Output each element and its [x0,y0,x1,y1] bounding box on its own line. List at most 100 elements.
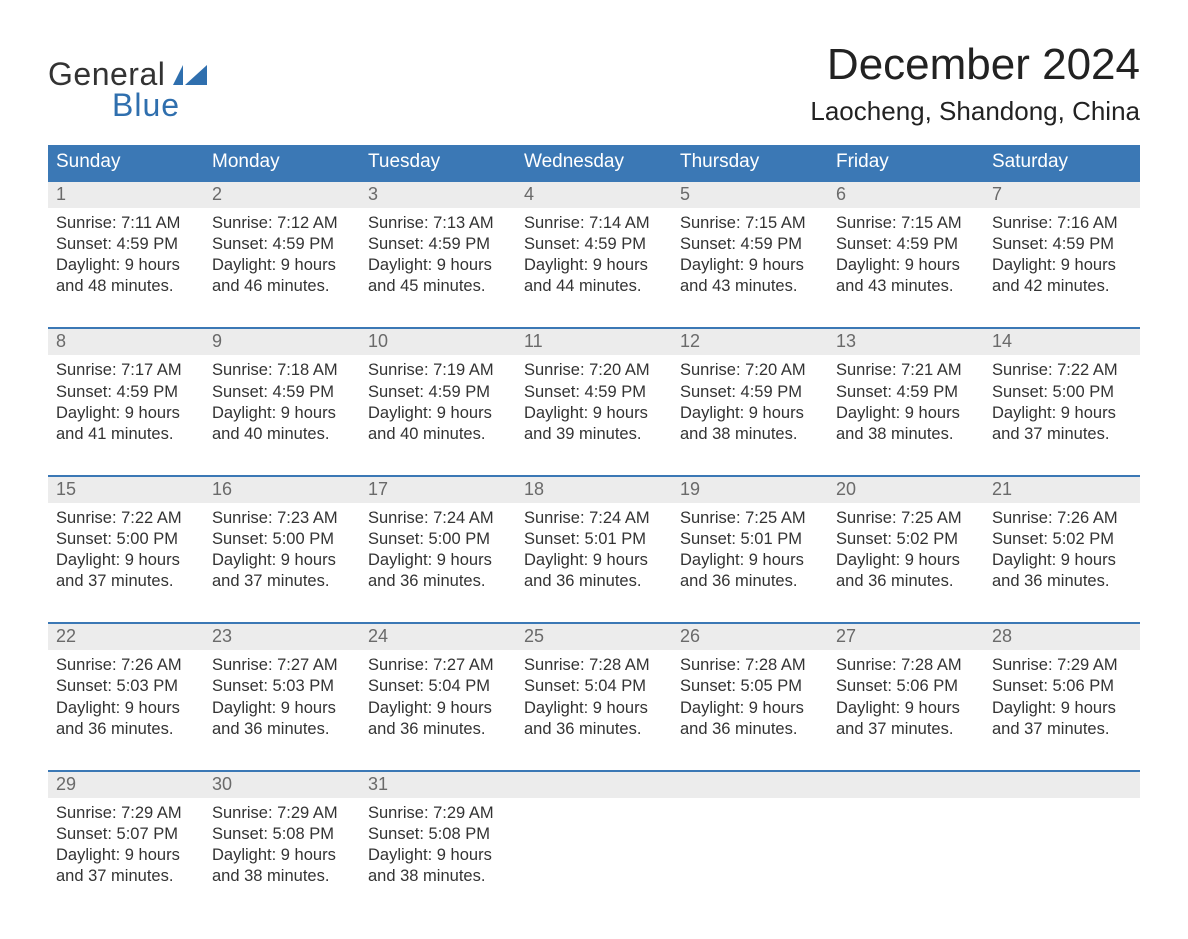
day-header-friday: Friday [828,145,984,180]
day-number: 22 [48,624,204,650]
daylight-line-1: Daylight: 9 hours [212,550,352,571]
daylight-line-1: Daylight: 9 hours [368,698,508,719]
day-cell [984,798,1140,891]
day-cell: Sunrise: 7:29 AMSunset: 5:06 PMDaylight:… [984,650,1140,743]
day-cell: Sunrise: 7:21 AMSunset: 4:59 PMDaylight:… [828,355,984,448]
daylight-line-2: and 38 minutes. [368,866,508,887]
day-cell: Sunrise: 7:15 AMSunset: 4:59 PMDaylight:… [672,208,828,301]
sunset-line: Sunset: 5:00 PM [368,529,508,550]
daylight-line-2: and 36 minutes. [680,571,820,592]
day-cell: Sunrise: 7:14 AMSunset: 4:59 PMDaylight:… [516,208,672,301]
daylight-line-1: Daylight: 9 hours [368,845,508,866]
sunset-line: Sunset: 5:02 PM [836,529,976,550]
logo-flag-icon [173,65,207,85]
daylight-line-2: and 38 minutes. [836,424,976,445]
day-number: 8 [48,329,204,355]
day-number: 3 [360,182,516,208]
daylight-line-2: and 38 minutes. [680,424,820,445]
daylight-line-1: Daylight: 9 hours [212,698,352,719]
daylight-line-2: and 37 minutes. [212,571,352,592]
sunrise-line: Sunrise: 7:15 AM [680,213,820,234]
day-number: 12 [672,329,828,355]
day-number: 9 [204,329,360,355]
daylight-line-1: Daylight: 9 hours [992,255,1132,276]
day-number [828,772,984,798]
day-header-monday: Monday [204,145,360,180]
calendar-week: 1234567Sunrise: 7:11 AMSunset: 4:59 PMDa… [48,180,1140,301]
day-number: 19 [672,477,828,503]
daylight-line-2: and 36 minutes. [368,719,508,740]
day-number: 31 [360,772,516,798]
daylight-line-2: and 37 minutes. [992,719,1132,740]
day-number: 25 [516,624,672,650]
daylight-line-2: and 43 minutes. [680,276,820,297]
sunrise-line: Sunrise: 7:19 AM [368,360,508,381]
daylight-line-2: and 37 minutes. [56,866,196,887]
day-cell: Sunrise: 7:23 AMSunset: 5:00 PMDaylight:… [204,503,360,596]
calendar-week: 22232425262728Sunrise: 7:26 AMSunset: 5:… [48,622,1140,743]
day-cell: Sunrise: 7:26 AMSunset: 5:03 PMDaylight:… [48,650,204,743]
sunset-line: Sunset: 4:59 PM [680,382,820,403]
day-cell: Sunrise: 7:29 AMSunset: 5:08 PMDaylight:… [204,798,360,891]
sunset-line: Sunset: 4:59 PM [524,382,664,403]
daylight-line-1: Daylight: 9 hours [992,698,1132,719]
daylight-line-2: and 41 minutes. [56,424,196,445]
sunrise-line: Sunrise: 7:21 AM [836,360,976,381]
day-number: 17 [360,477,516,503]
day-cell: Sunrise: 7:24 AMSunset: 5:00 PMDaylight:… [360,503,516,596]
day-cell [828,798,984,891]
titles: December 2024 Laocheng, Shandong, China [810,40,1140,127]
day-header-wednesday: Wednesday [516,145,672,180]
sunset-line: Sunset: 5:00 PM [56,529,196,550]
day-cell: Sunrise: 7:28 AMSunset: 5:06 PMDaylight:… [828,650,984,743]
day-cell: Sunrise: 7:27 AMSunset: 5:03 PMDaylight:… [204,650,360,743]
daylight-line-1: Daylight: 9 hours [56,845,196,866]
sunrise-line: Sunrise: 7:18 AM [212,360,352,381]
daylight-line-1: Daylight: 9 hours [368,403,508,424]
daylight-line-1: Daylight: 9 hours [524,403,664,424]
sunrise-line: Sunrise: 7:29 AM [212,803,352,824]
daylight-line-2: and 36 minutes. [836,571,976,592]
day-cell: Sunrise: 7:29 AMSunset: 5:07 PMDaylight:… [48,798,204,891]
daylight-line-2: and 36 minutes. [524,719,664,740]
sunset-line: Sunset: 4:59 PM [836,234,976,255]
day-number: 27 [828,624,984,650]
day-number: 5 [672,182,828,208]
sunset-line: Sunset: 5:04 PM [524,676,664,697]
daylight-line-2: and 36 minutes. [992,571,1132,592]
daylight-line-2: and 40 minutes. [212,424,352,445]
sunset-line: Sunset: 4:59 PM [680,234,820,255]
day-header-saturday: Saturday [984,145,1140,180]
sunrise-line: Sunrise: 7:26 AM [992,508,1132,529]
daylight-line-1: Daylight: 9 hours [836,403,976,424]
day-number: 13 [828,329,984,355]
sunrise-line: Sunrise: 7:25 AM [836,508,976,529]
day-cell: Sunrise: 7:25 AMSunset: 5:02 PMDaylight:… [828,503,984,596]
day-number: 4 [516,182,672,208]
sunset-line: Sunset: 5:04 PM [368,676,508,697]
month-title: December 2024 [810,40,1140,90]
daylight-line-2: and 48 minutes. [56,276,196,297]
sunset-line: Sunset: 4:59 PM [524,234,664,255]
daylight-line-2: and 36 minutes. [524,571,664,592]
day-number-row: 891011121314 [48,329,1140,355]
day-number [984,772,1140,798]
daylight-line-1: Daylight: 9 hours [524,550,664,571]
day-number: 11 [516,329,672,355]
daylight-line-1: Daylight: 9 hours [836,255,976,276]
day-cell: Sunrise: 7:19 AMSunset: 4:59 PMDaylight:… [360,355,516,448]
day-cell: Sunrise: 7:16 AMSunset: 4:59 PMDaylight:… [984,208,1140,301]
day-number: 20 [828,477,984,503]
sunrise-line: Sunrise: 7:22 AM [992,360,1132,381]
sunset-line: Sunset: 5:01 PM [680,529,820,550]
day-cell: Sunrise: 7:13 AMSunset: 4:59 PMDaylight:… [360,208,516,301]
calendar-week: 891011121314Sunrise: 7:17 AMSunset: 4:59… [48,327,1140,448]
sunset-line: Sunset: 5:06 PM [992,676,1132,697]
sunrise-line: Sunrise: 7:26 AM [56,655,196,676]
day-cell: Sunrise: 7:22 AMSunset: 5:00 PMDaylight:… [984,355,1140,448]
daylight-line-1: Daylight: 9 hours [680,255,820,276]
location-subtitle: Laocheng, Shandong, China [810,96,1140,127]
daylight-line-1: Daylight: 9 hours [524,255,664,276]
daylight-line-1: Daylight: 9 hours [680,550,820,571]
sunrise-line: Sunrise: 7:29 AM [56,803,196,824]
